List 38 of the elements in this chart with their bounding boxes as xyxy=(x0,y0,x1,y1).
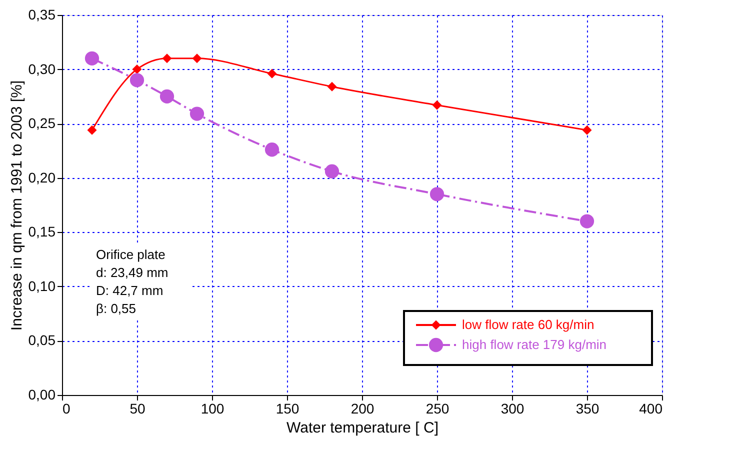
legend-label: low flow rate 60 kg/min xyxy=(462,317,594,332)
x-tick-label: 100 xyxy=(200,400,224,416)
legend-label: high flow rate 179 kg/min xyxy=(462,337,607,352)
x-tick-label: 50 xyxy=(130,400,146,416)
x-tick-label: 300 xyxy=(500,400,524,416)
y-tick-label: 0,35 xyxy=(28,6,56,22)
point xyxy=(160,89,174,104)
point xyxy=(430,187,444,202)
x-tick-label: 0 xyxy=(62,400,70,416)
y-tick-label: 0,10 xyxy=(28,278,56,294)
point xyxy=(264,142,280,157)
point xyxy=(192,54,202,64)
x-tick-label: 150 xyxy=(276,400,300,416)
y-tick-label: 0,25 xyxy=(28,115,56,132)
point xyxy=(162,54,172,64)
x-tick-label: 400 xyxy=(639,400,663,416)
point xyxy=(324,164,340,178)
y-tick-label: 0,05 xyxy=(28,332,56,348)
x-tick-label: 200 xyxy=(350,400,374,416)
x-tick-label: 350 xyxy=(576,400,600,416)
point xyxy=(130,73,144,88)
point xyxy=(580,214,594,228)
point xyxy=(87,125,97,135)
x-tick-label: 250 xyxy=(426,400,450,416)
point xyxy=(432,100,442,110)
point xyxy=(327,82,337,92)
y-tick-label: 0,15 xyxy=(28,224,56,240)
point xyxy=(132,64,142,74)
point xyxy=(84,51,100,66)
y-tick-label: 0,30 xyxy=(28,60,56,77)
point xyxy=(582,125,592,135)
point xyxy=(267,68,277,78)
annotation: Orifice plate d: 23,49 mm D: 42,7 mm β: 0,55 xyxy=(96,247,168,316)
y-axis-title: Increase in qm from 1991 to 2003 [%] xyxy=(8,80,26,331)
point xyxy=(190,106,204,121)
x-axis-title: Water temperature [ C] xyxy=(286,420,438,436)
y-tick-label: 0,00 xyxy=(28,386,56,402)
y-tick-label: 0,20 xyxy=(28,169,56,186)
